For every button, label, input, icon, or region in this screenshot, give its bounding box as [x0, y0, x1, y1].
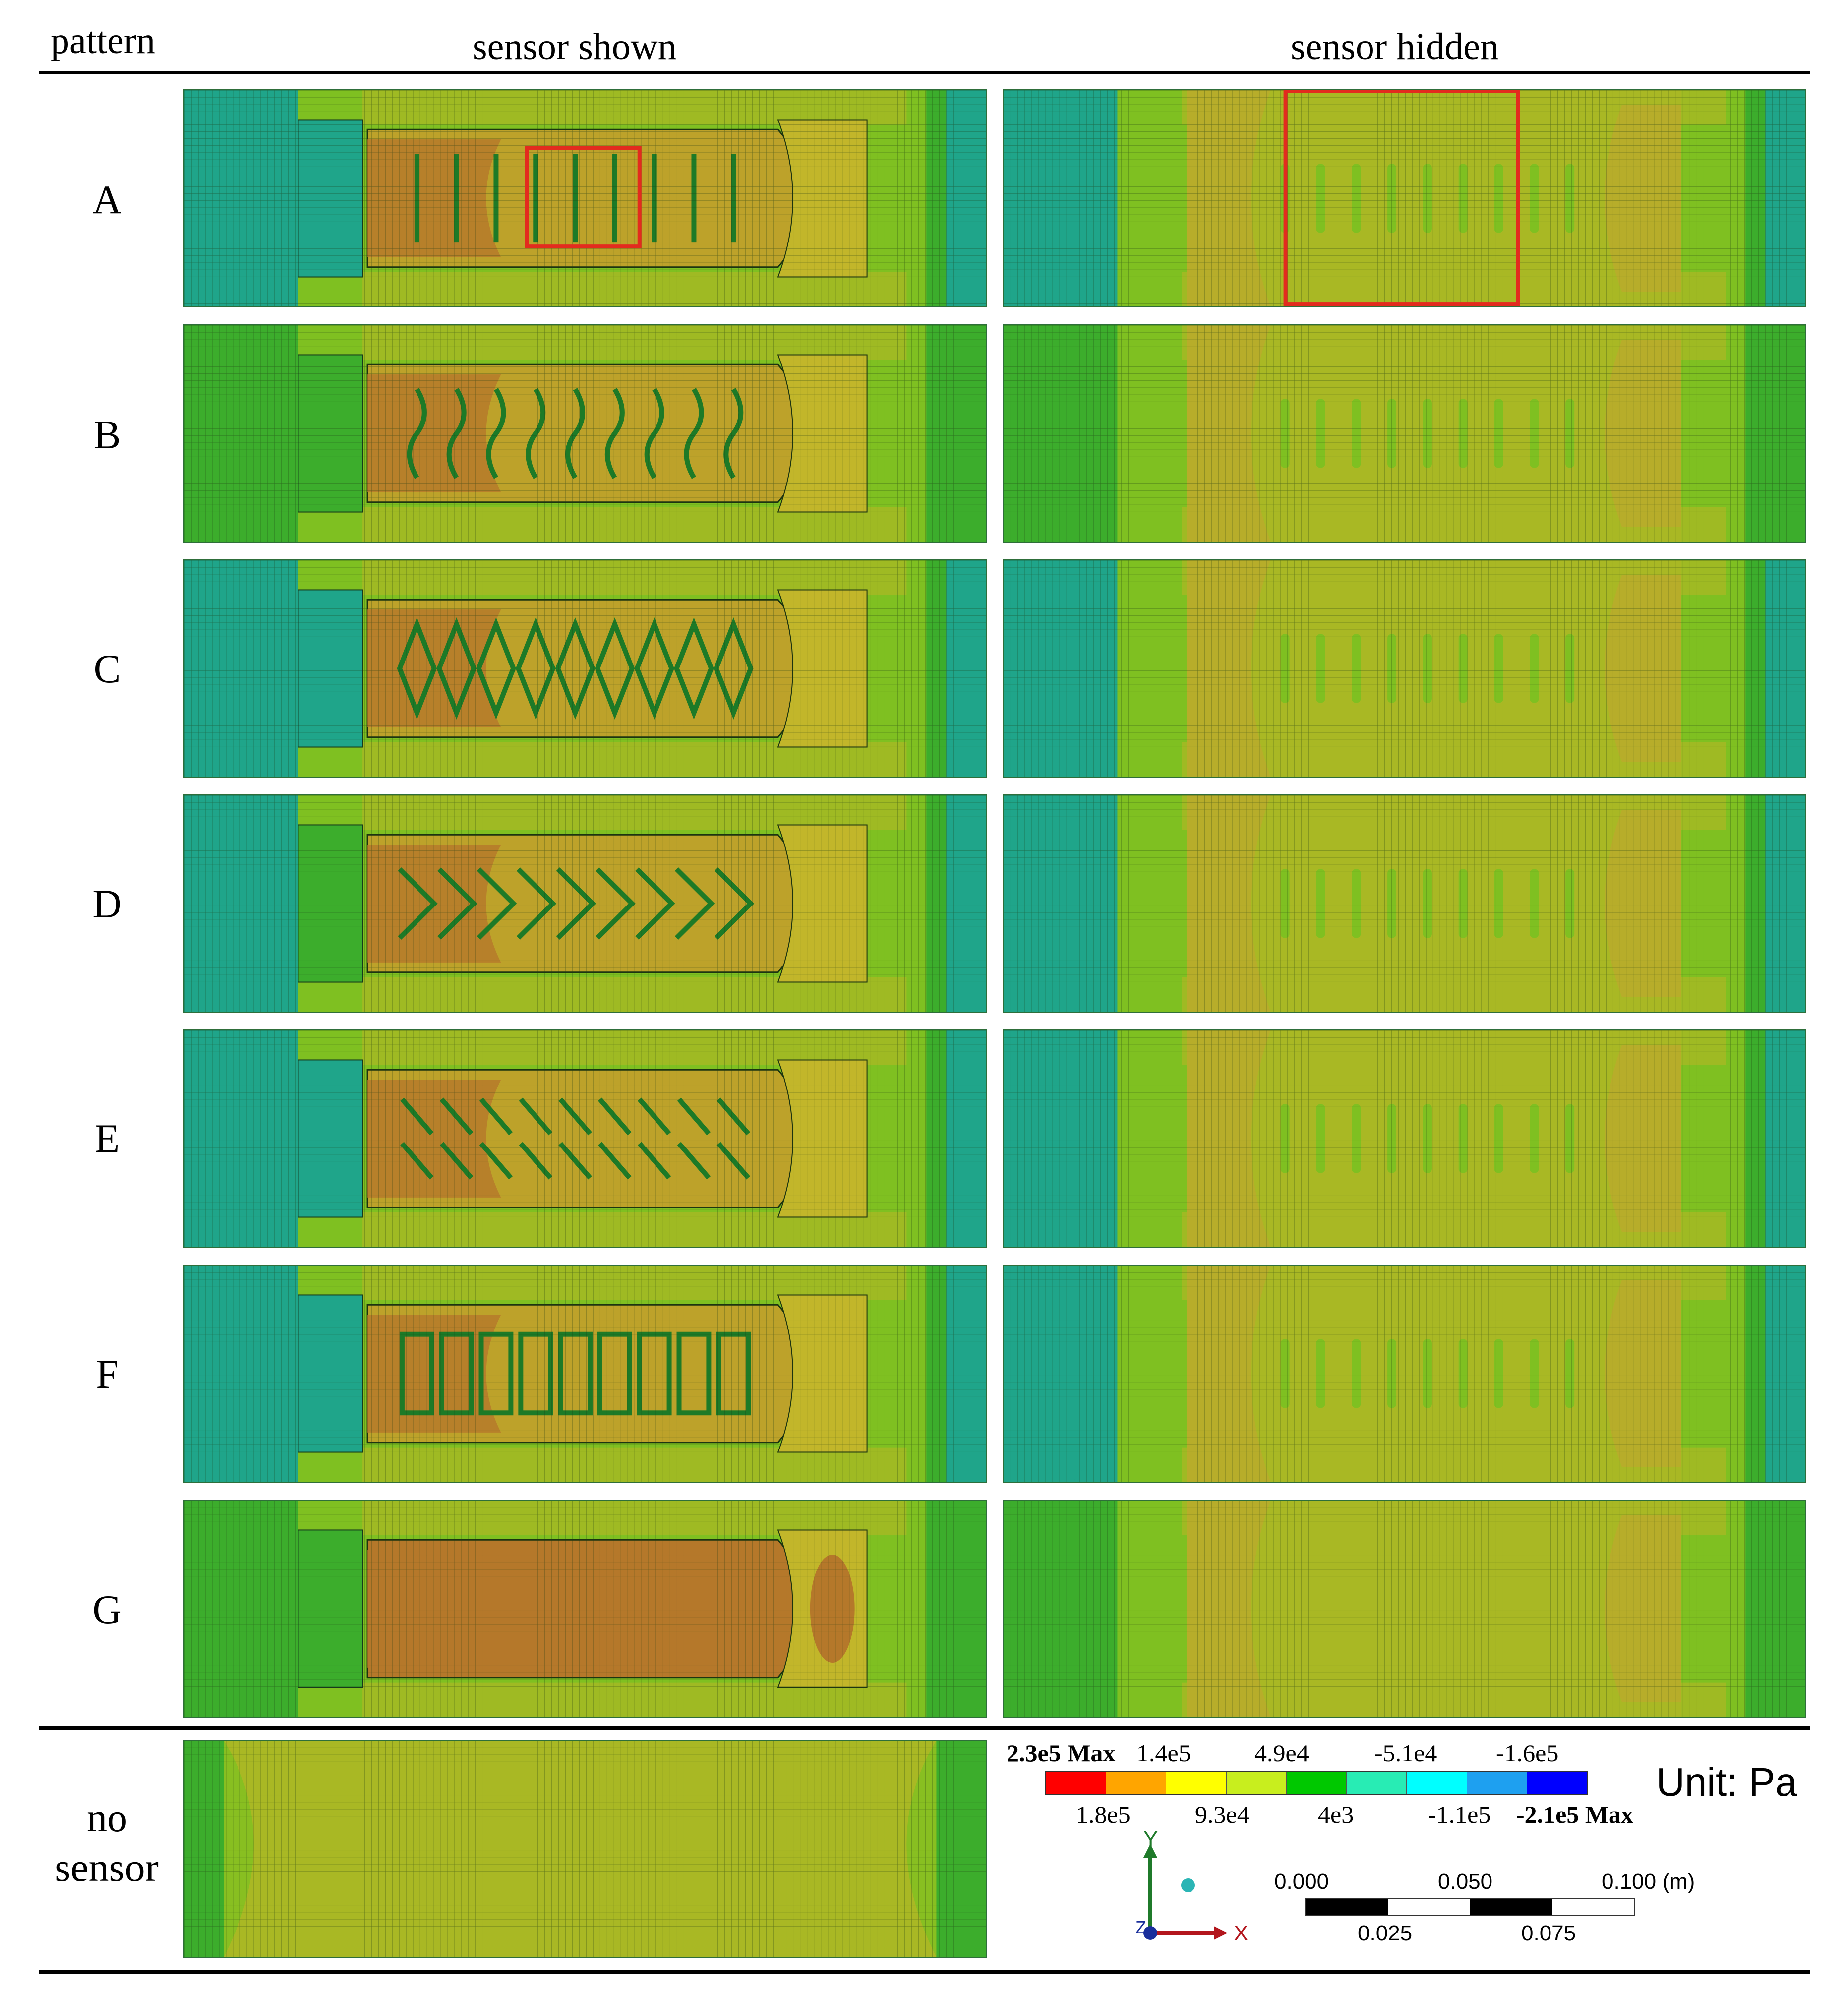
pattern-header: pattern	[51, 20, 156, 61]
no-sensor-rule	[39, 1726, 1810, 1730]
panel-e-sensor-shown-graphic	[184, 1030, 986, 1247]
axis-triad-graphic	[1143, 1844, 1228, 1940]
panel-a-sensor-shown-graphic	[184, 90, 986, 306]
panel-g-sensor-shown	[183, 1500, 987, 1718]
bottom-rule	[39, 1970, 1810, 1974]
panel-c-sensor-shown-graphic	[184, 560, 986, 777]
panel-c-sensor-shown	[183, 559, 987, 778]
z-axis-dot	[1143, 1926, 1157, 1940]
sensor-hidden-header: sensor hidden	[1291, 26, 1499, 67]
x-axis-label: X	[1234, 1921, 1249, 1945]
panel-g-sensor-hidden	[1003, 1500, 1806, 1718]
row-label-c: C	[93, 646, 121, 691]
unit-label: Unit: Pa	[1656, 1760, 1797, 1804]
y-axis-arrow	[1143, 1844, 1157, 1858]
panel-f-sensor-shown-graphic	[184, 1266, 986, 1482]
legend-color-bar	[1045, 1771, 1588, 1795]
panel-f-sensor-hidden-graphic	[1004, 1266, 1805, 1482]
z-axis-label: Z	[1135, 1917, 1146, 1937]
scale-bar: 0.000 0.050 0.100 (m) 0.025 0.075	[1274, 1870, 1695, 1949]
legend-top-4: -5.1e4	[1374, 1739, 1437, 1767]
panel-e-sensor-hidden-graphic	[1004, 1030, 1805, 1247]
legend-swatch	[1527, 1772, 1587, 1794]
panel-c-sensor-hidden-graphic	[1004, 560, 1805, 777]
scale-label-100: 0.100 (m)	[1602, 1870, 1695, 1894]
legend-bottom-2: 9.3e4	[1195, 1801, 1250, 1828]
legend-swatch	[1286, 1772, 1347, 1794]
panel-a-sensor-shown	[183, 89, 987, 307]
panel-g-sensor-hidden-graphic	[1004, 1501, 1805, 1717]
panel-b-sensor-hidden	[1003, 324, 1806, 543]
scale-label-0: 0.000	[1274, 1870, 1329, 1894]
legend-bottom-4: -1.1e5	[1428, 1801, 1491, 1828]
panel-f-sensor-hidden	[1003, 1265, 1806, 1483]
legend-bottom-5: -2.1e5 Max	[1516, 1801, 1634, 1828]
panel-a-sensor-hidden	[1003, 89, 1806, 307]
panel-b-sensor-shown	[183, 324, 987, 543]
row-label-d: D	[92, 881, 122, 926]
panel-b-sensor-shown-graphic	[184, 325, 986, 542]
legend-swatch	[1226, 1772, 1287, 1794]
legend-top-5: -1.6e5	[1496, 1739, 1559, 1767]
row-label-e: E	[94, 1116, 120, 1161]
axis-triad: Y X Z	[1126, 1827, 1254, 1954]
view-sphere-icon	[1181, 1878, 1195, 1892]
scale-seg-3	[1470, 1899, 1552, 1915]
panel-d-sensor-hidden-graphic	[1004, 795, 1805, 1012]
no-sensor-label-line1: no	[87, 1795, 127, 1840]
scale-label-025: 0.025	[1358, 1921, 1413, 1945]
row-label-a: A	[92, 177, 122, 222]
legend-swatch	[1347, 1772, 1407, 1794]
panel-a-sensor-hidden-graphic	[1004, 90, 1805, 306]
no-sensor-label-line2: sensor	[55, 1845, 159, 1890]
row-label-g: G	[92, 1587, 122, 1632]
panel-c-sensor-hidden	[1003, 559, 1806, 778]
legend-swatch	[1166, 1772, 1227, 1794]
panel-d-sensor-shown	[183, 794, 987, 1013]
panel-e-sensor-hidden	[1003, 1029, 1806, 1248]
row-label-f: F	[96, 1351, 119, 1396]
row-label-b: B	[93, 412, 121, 457]
legend-swatch	[1106, 1772, 1167, 1794]
scale-label-075: 0.075	[1521, 1921, 1576, 1945]
scale-bar-segments	[1305, 1898, 1635, 1916]
stress-legend: 2.3e5 Max 1.4e5 4.9e4 -5.1e4 -1.6e5 1.8e…	[1007, 1741, 1711, 1835]
panel-f-sensor-shown	[183, 1265, 987, 1483]
legend-bottom-3: 4e3	[1318, 1801, 1354, 1828]
panel-d-sensor-hidden	[1003, 794, 1806, 1013]
legend-top-1: 2.3e5 Max	[1007, 1739, 1116, 1767]
legend-top-3: 4.9e4	[1254, 1739, 1309, 1767]
x-axis-arrow	[1214, 1926, 1228, 1940]
y-axis-label: Y	[1143, 1827, 1158, 1851]
sensor-shown-header: sensor shown	[473, 26, 677, 67]
panel-no-sensor-graphic	[184, 1741, 986, 1957]
header-rule	[39, 71, 1810, 74]
panel-e-sensor-shown	[183, 1029, 987, 1248]
panel-b-sensor-hidden-graphic	[1004, 325, 1805, 542]
scale-label-050: 0.050	[1438, 1870, 1493, 1894]
panel-g-sensor-shown-graphic	[184, 1501, 986, 1717]
scale-seg-2	[1388, 1899, 1470, 1915]
legend-swatch	[1407, 1772, 1467, 1794]
panel-no-sensor	[183, 1740, 987, 1958]
panel-d-sensor-shown-graphic	[184, 795, 986, 1012]
legend-swatch	[1467, 1772, 1527, 1794]
scale-seg-1	[1306, 1899, 1388, 1915]
legend-top-2: 1.4e5	[1136, 1739, 1191, 1767]
scale-seg-4	[1552, 1899, 1634, 1915]
legend-swatch	[1046, 1772, 1107, 1794]
legend-bottom-1: 1.8e5	[1076, 1801, 1131, 1828]
